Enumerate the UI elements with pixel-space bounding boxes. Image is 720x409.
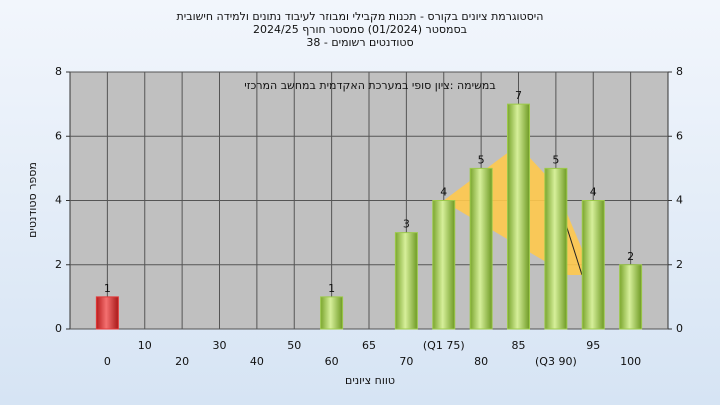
bar bbox=[619, 264, 643, 330]
bar bbox=[581, 200, 605, 330]
x-tick-label: 50 bbox=[287, 339, 301, 352]
y2-tick-label: 2 bbox=[676, 258, 683, 271]
x-tick-label: 65 bbox=[362, 339, 376, 352]
bar bbox=[320, 296, 344, 330]
x-tick-label: 40 bbox=[250, 355, 264, 368]
bar bbox=[394, 232, 418, 330]
y-tick-label: 4 bbox=[55, 194, 62, 207]
y2-tick-label: 0 bbox=[676, 322, 683, 335]
y-tick-label: 2 bbox=[55, 258, 62, 271]
x-tick-label: 70 bbox=[399, 355, 413, 368]
bar bbox=[95, 296, 119, 330]
y2-tick-label: 6 bbox=[676, 129, 683, 142]
data-label: 5 bbox=[552, 153, 559, 166]
x-axis-label: טווח ציונים bbox=[345, 374, 395, 387]
y-tick-label: 6 bbox=[55, 129, 62, 142]
y-tick-label: 0 bbox=[55, 322, 62, 335]
x-tick-label: 60 bbox=[325, 355, 339, 368]
x-tick-label: 10 bbox=[138, 339, 152, 352]
chart-title: בסמסטר (01/2024) סמסטר חורף 2024/25 bbox=[253, 23, 467, 36]
x-tick-label: (Q3 90) bbox=[535, 355, 577, 368]
y2-tick-label: 4 bbox=[676, 194, 683, 207]
bar bbox=[507, 103, 530, 330]
data-label: 3 bbox=[403, 218, 410, 231]
bar bbox=[469, 167, 493, 330]
data-label: 4 bbox=[590, 186, 597, 199]
data-label: 4 bbox=[440, 186, 447, 199]
x-tick-label: 0 bbox=[104, 355, 111, 368]
y2-tick-label: 8 bbox=[676, 65, 683, 78]
data-label: 1 bbox=[104, 282, 111, 295]
x-tick-label: 80 bbox=[474, 355, 488, 368]
x-tick-label: 20 bbox=[175, 355, 189, 368]
data-label: 2 bbox=[627, 250, 634, 263]
data-label: 5 bbox=[478, 153, 485, 166]
annotation: במשימה :ציון סופי במערכת האקדמית במחשב ה… bbox=[244, 79, 495, 92]
data-label: 7 bbox=[515, 89, 522, 102]
chart-title: היסטוגרמת ציונים בקורס - תכנות מקבילי ומ… bbox=[177, 10, 544, 23]
data-label: 1 bbox=[328, 282, 335, 295]
x-tick-label: 100 bbox=[620, 355, 641, 368]
bar bbox=[432, 200, 456, 330]
y-tick-label: 8 bbox=[55, 65, 62, 78]
x-tick-label: 85 bbox=[512, 339, 526, 352]
bar bbox=[544, 167, 568, 330]
x-tick-label: 95 bbox=[586, 339, 600, 352]
y-axis-label: מספר סטודנטים bbox=[26, 162, 39, 238]
chart-title: סטודנטים רשומים - 38 bbox=[306, 36, 413, 49]
x-tick-label: 30 bbox=[213, 339, 227, 352]
x-tick-label: (Q1 75) bbox=[423, 339, 465, 352]
